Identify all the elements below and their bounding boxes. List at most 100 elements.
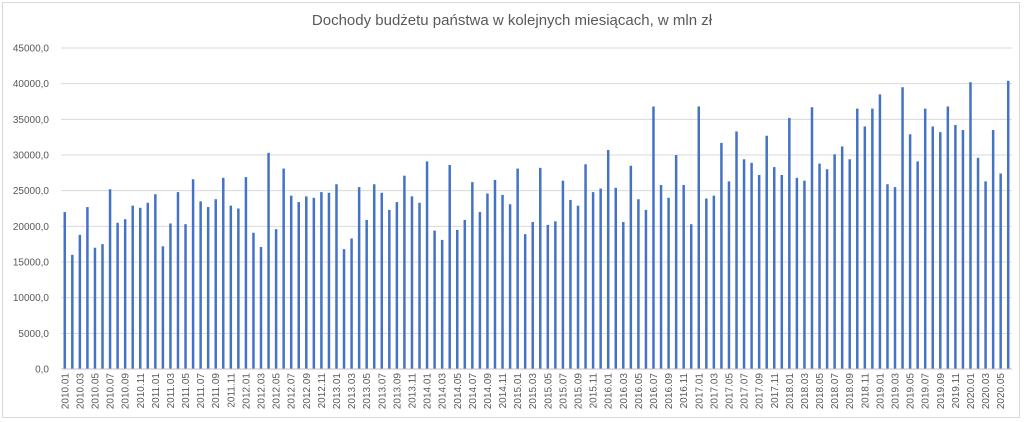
bar-2012.10 — [312, 197, 316, 369]
x-tick-label: 2019.09 — [936, 373, 947, 410]
bar-2016.08 — [659, 184, 663, 369]
bar-2017.11 — [773, 167, 776, 369]
bar-2018.02 — [795, 177, 799, 369]
x-tick-label: 2014.07 — [468, 373, 479, 410]
bar-2016.01 — [606, 150, 610, 369]
y-axis-tick-labels: 0,0 5000,0 10000,0 15000,0 20000,0 25000,0 300… — [13, 44, 50, 376]
x-tick-label: 2014.05 — [453, 373, 464, 410]
bar-2018.07 — [833, 154, 836, 369]
x-tick-label: 2010.03 — [75, 373, 86, 410]
x-tick-label: 2013.01 — [332, 373, 343, 410]
bar-2013.08 — [388, 209, 391, 369]
bar-2019.01 — [878, 94, 882, 370]
bar-2010.04 — [86, 207, 89, 369]
x-tick-label: 2016.07 — [649, 373, 660, 410]
x-tick-label: 2017.01 — [694, 373, 705, 410]
x-tick-label: 2015.09 — [574, 373, 585, 410]
x-tick-label: 2011.09 — [211, 373, 222, 409]
bar-2018.04 — [810, 107, 814, 370]
bar-2012.07 — [289, 195, 293, 369]
bar-2010.12 — [146, 202, 150, 369]
chart-title: Dochody budżetu państwa w kolejnych mies… — [311, 12, 713, 29]
bar-2019.10 — [946, 106, 950, 370]
bar-2012.04 — [267, 152, 270, 369]
bar-2016.03 — [622, 222, 625, 369]
bar-2011.01 — [154, 194, 157, 369]
bar-2014.11 — [501, 194, 504, 369]
x-tick-label: 2013.03 — [347, 373, 358, 410]
bar-2012.06 — [282, 168, 285, 369]
bar-2018.08 — [840, 146, 844, 369]
x-tick-label: 2017.07 — [740, 373, 751, 410]
x-tick-label: 2013.05 — [362, 373, 373, 410]
bar-2019.04 — [901, 87, 904, 369]
bar-2019.06 — [916, 161, 919, 369]
bar-2011.11 — [229, 205, 233, 369]
x-tick-label: 2010.09 — [121, 373, 132, 410]
bar-2010.03 — [78, 234, 82, 369]
y-tick-label: 30000,0 — [13, 151, 50, 162]
bar-2015.04 — [539, 167, 542, 369]
x-tick-label: 2010.07 — [106, 373, 117, 410]
bar-2015.03 — [531, 222, 534, 369]
x-tick-label: 2020.05 — [996, 373, 1007, 410]
bar-2020.01 — [969, 82, 972, 370]
bar-2020.03 — [984, 181, 987, 369]
x-tick-label: 2020.03 — [981, 373, 992, 410]
bar-2019.12 — [961, 130, 965, 369]
bar-2017.10 — [765, 135, 768, 369]
bars — [63, 80, 1010, 370]
bar-2015.06 — [554, 221, 557, 369]
bar-2014.03 — [440, 239, 444, 369]
y-tick-label: 10000,0 — [13, 293, 50, 304]
x-tick-label: 2014.11 — [498, 373, 509, 409]
bar-2010.11 — [139, 207, 142, 369]
x-tick-label: 2019.11 — [951, 373, 962, 409]
bar-2016.11 — [682, 184, 685, 369]
bar-2017.09 — [757, 174, 761, 369]
bar-2019.03 — [893, 187, 897, 369]
bar-2012.05 — [274, 229, 278, 369]
x-tick-label: 2015.05 — [543, 373, 554, 410]
x-tick-label: 2011.05 — [181, 373, 192, 409]
bar-2017.08 — [750, 162, 753, 369]
bar-2010.09 — [123, 219, 127, 369]
x-tick-label: 2018.03 — [800, 373, 811, 410]
bar-2017.02 — [705, 198, 708, 369]
x-tick-label: 2016.11 — [679, 373, 690, 409]
bar-2018.09 — [848, 159, 851, 369]
bar-2014.05 — [456, 229, 459, 369]
bar-2017.01 — [697, 106, 701, 370]
bar-2019.02 — [886, 184, 889, 369]
bar-2014.02 — [433, 230, 436, 369]
x-tick-label: 2016.05 — [634, 373, 645, 410]
x-tick-label: 2012.11 — [317, 373, 328, 409]
x-tick-label: 2014.01 — [423, 373, 434, 410]
bar-2014.10 — [493, 179, 497, 369]
x-tick-label: 2020.01 — [966, 373, 977, 410]
x-tick-label: 2019.05 — [906, 373, 917, 410]
bar-2011.02 — [161, 246, 165, 369]
x-tick-label: 2012.07 — [287, 373, 298, 410]
bar-2012.01 — [244, 177, 248, 369]
bar-2014.07 — [471, 182, 474, 369]
bar-2014.06 — [463, 219, 467, 369]
bar-2011.07 — [199, 201, 202, 369]
x-tick-label: 2010.05 — [90, 373, 101, 410]
bar-2011.12 — [237, 208, 240, 369]
bar-2013.01 — [335, 184, 338, 369]
x-tick-label: 2015.03 — [528, 373, 539, 410]
bar-2016.04 — [629, 165, 633, 369]
bar-2016.09 — [667, 197, 670, 369]
bar-2017.05 — [727, 181, 731, 369]
x-tick-label: 2016.01 — [604, 373, 615, 410]
bar-2010.02 — [71, 254, 74, 369]
bar-2012.03 — [259, 247, 263, 369]
bar-2010.01 — [63, 212, 67, 369]
bar-2013.11 — [410, 196, 414, 369]
bar-2011.04 — [176, 192, 180, 369]
bar-2020.05 — [999, 173, 1002, 369]
bar-2010.05 — [93, 247, 97, 369]
x-tick-label: 2019.07 — [921, 373, 932, 410]
